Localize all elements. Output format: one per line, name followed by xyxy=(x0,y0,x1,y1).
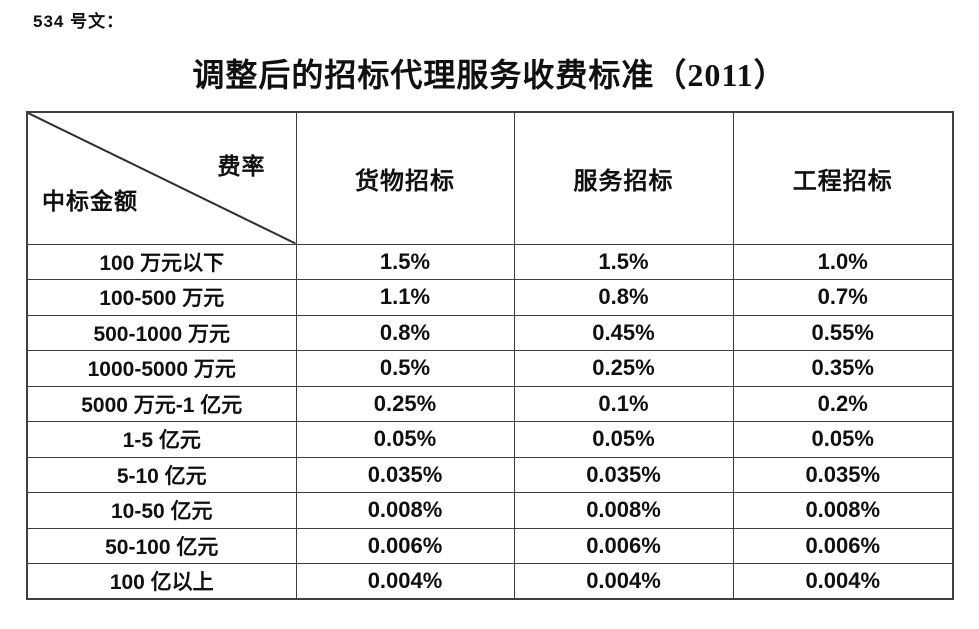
table-row: 100-500 万元 1.1% 0.8% 0.7% xyxy=(26,279,954,316)
table-row: 50-100 亿元 0.006% 0.006% 0.006% xyxy=(26,527,954,564)
amount-cell: 5-10 亿元 xyxy=(26,456,297,493)
doc-number: 534 号文： xyxy=(33,12,125,31)
rate-cell: 0.008% xyxy=(513,492,734,529)
table-row: 5000 万元-1 亿元 0.25% 0.1% 0.2% xyxy=(26,385,954,422)
table-row: 100 万元以下 1.5% 1.5% 1.0% xyxy=(26,243,954,280)
rate-cell: 0.8% xyxy=(513,279,734,316)
column-header-goods: 货物招标 xyxy=(295,111,515,245)
rate-cell: 0.5% xyxy=(295,350,515,387)
rate-cell: 0.8% xyxy=(295,314,515,351)
rate-cell: 0.008% xyxy=(295,492,515,529)
rate-cell: 0.004% xyxy=(513,563,734,600)
rate-cell: 1.5% xyxy=(513,243,734,280)
table-row: 500-1000 万元 0.8% 0.45% 0.55% xyxy=(26,314,954,351)
amount-cell: 50-100 亿元 xyxy=(26,527,297,564)
table-row: 10-50 亿元 0.008% 0.008% 0.008% xyxy=(26,492,954,529)
table-row: 1-5 亿元 0.05% 0.05% 0.05% xyxy=(26,421,954,458)
amount-cell: 100 亿以上 xyxy=(26,563,297,600)
rate-cell: 0.7% xyxy=(732,279,954,316)
corner-label-rate: 费率 xyxy=(217,154,266,179)
amount-cell: 500-1000 万元 xyxy=(26,314,297,351)
rate-cell: 1.5% xyxy=(295,243,515,280)
amount-cell: 1-5 亿元 xyxy=(26,421,297,458)
amount-cell: 10-50 亿元 xyxy=(26,492,297,529)
table-row: 1000-5000 万元 0.5% 0.25% 0.35% xyxy=(26,350,954,387)
rate-cell: 0.25% xyxy=(295,385,515,422)
rate-cell: 0.004% xyxy=(732,563,954,600)
corner-label-amount: 中标金额 xyxy=(42,188,138,214)
column-header-services: 服务招标 xyxy=(513,111,734,245)
rate-cell: 0.035% xyxy=(513,456,734,493)
amount-cell: 5000 万元-1 亿元 xyxy=(26,385,297,422)
rate-cell: 0.006% xyxy=(295,527,515,564)
rate-cell: 0.05% xyxy=(732,421,954,458)
rate-cell: 0.05% xyxy=(513,421,734,458)
rate-cell: 0.004% xyxy=(295,563,515,600)
rate-cell: 0.2% xyxy=(732,385,954,422)
document-title: 调整后的招标代理服务收费标准（2011） xyxy=(192,57,787,93)
rate-cell: 0.006% xyxy=(732,527,954,564)
diagonal-line xyxy=(28,113,296,244)
rate-cell: 0.45% xyxy=(513,314,734,351)
rate-cell: 0.05% xyxy=(295,421,515,458)
rate-cell: 0.035% xyxy=(732,456,954,493)
rate-cell: 0.035% xyxy=(295,456,515,493)
amount-cell: 100 万元以下 xyxy=(26,243,297,280)
amount-cell: 100-500 万元 xyxy=(26,279,297,316)
rate-cell: 0.006% xyxy=(513,527,734,564)
rate-cell: 0.008% xyxy=(732,492,954,529)
rate-cell: 1.1% xyxy=(295,279,515,316)
table-row: 100 亿以上 0.004% 0.004% 0.004% xyxy=(26,563,954,600)
rate-cell: 1.0% xyxy=(732,243,954,280)
table-row: 5-10 亿元 0.035% 0.035% 0.035% xyxy=(26,456,954,493)
rate-cell: 0.55% xyxy=(732,314,954,351)
corner-header-cell: 费率 中标金额 xyxy=(26,111,297,245)
rate-cell: 0.1% xyxy=(513,385,734,422)
header-row: 费率 中标金额 货物招标 服务招标 工程招标 xyxy=(26,111,954,245)
rate-cell: 0.35% xyxy=(732,350,954,387)
amount-cell: 1000-5000 万元 xyxy=(26,350,297,387)
column-header-engineering: 工程招标 xyxy=(732,111,954,245)
rate-cell: 0.25% xyxy=(513,350,734,387)
fee-table: 费率 中标金额 货物招标 服务招标 工程招标 100 万元以下 1.5% 1.5… xyxy=(26,111,954,600)
